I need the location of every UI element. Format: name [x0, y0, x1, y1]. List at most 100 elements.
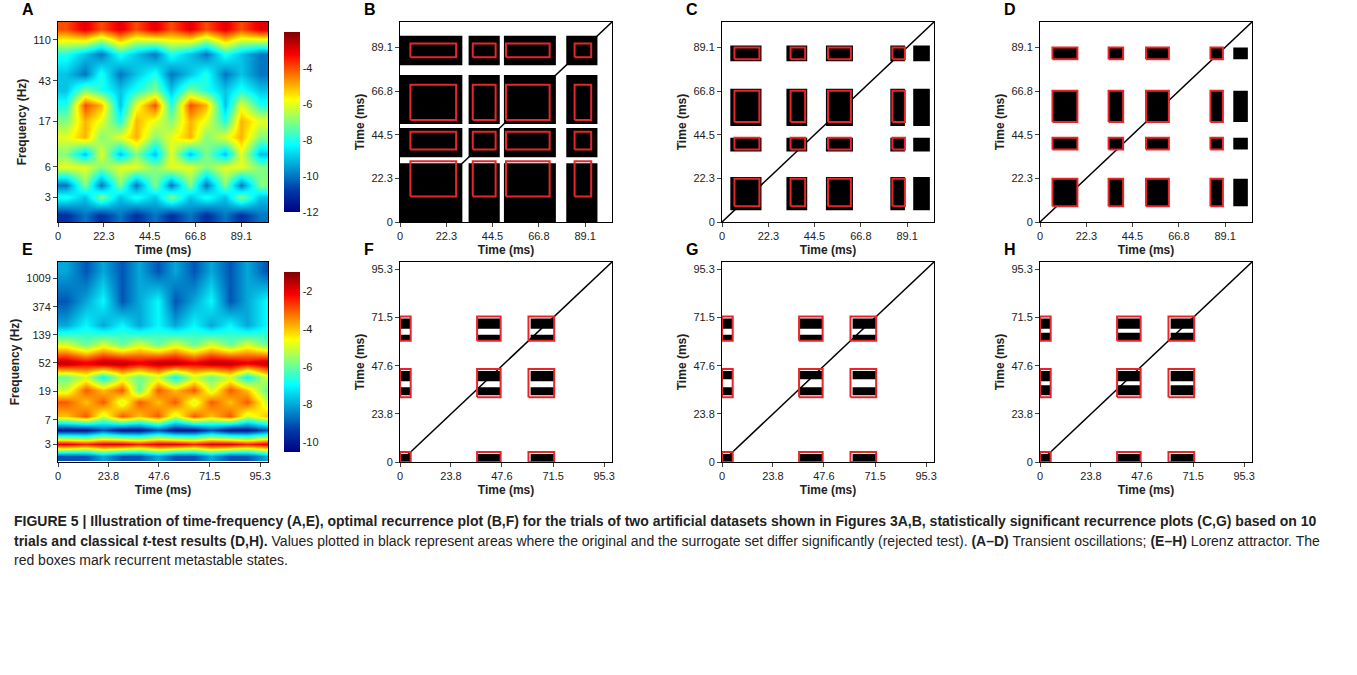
svg-text:89.1: 89.1	[1011, 41, 1032, 53]
svg-text:17: 17	[39, 115, 51, 127]
svg-text:22.3: 22.3	[371, 172, 392, 184]
svg-text:22.3: 22.3	[693, 172, 714, 184]
svg-text:52: 52	[39, 357, 51, 369]
svg-text:E: E	[22, 241, 33, 258]
svg-text:-12: -12	[303, 206, 319, 218]
svg-text:0: 0	[719, 230, 725, 242]
svg-text:71.5: 71.5	[542, 470, 563, 482]
svg-text:-8: -8	[303, 134, 313, 146]
svg-text:44.5: 44.5	[693, 129, 714, 141]
svg-text:0: 0	[1037, 470, 1043, 482]
svg-text:0: 0	[397, 470, 403, 482]
svg-text:95.3: 95.3	[1011, 263, 1032, 275]
svg-text:-10: -10	[303, 170, 319, 182]
svg-text:374: 374	[32, 301, 50, 313]
svg-text:23.8: 23.8	[98, 470, 119, 482]
svg-text:F: F	[364, 241, 374, 258]
svg-text:66.8: 66.8	[185, 230, 206, 242]
svg-text:23.8: 23.8	[1011, 408, 1032, 420]
svg-text:71.5: 71.5	[1182, 470, 1203, 482]
svg-text:95.3: 95.3	[249, 470, 270, 482]
svg-text:110: 110	[33, 34, 51, 46]
svg-text:89.1: 89.1	[231, 230, 252, 242]
svg-text:44.5: 44.5	[482, 230, 503, 242]
svg-text:44.5: 44.5	[1122, 230, 1143, 242]
svg-text:66.8: 66.8	[693, 85, 714, 97]
svg-text:44.5: 44.5	[139, 230, 160, 242]
svg-text:-10: -10	[303, 436, 319, 448]
svg-text:23.8: 23.8	[440, 470, 461, 482]
svg-text:Time (ms): Time (ms)	[353, 94, 367, 150]
svg-text:Time (ms): Time (ms)	[135, 483, 191, 497]
svg-text:47.6: 47.6	[813, 470, 834, 482]
svg-text:66.8: 66.8	[1011, 85, 1032, 97]
svg-text:95.3: 95.3	[915, 470, 936, 482]
svg-text:89.1: 89.1	[1214, 230, 1235, 242]
svg-text:0: 0	[1037, 230, 1043, 242]
svg-text:95.3: 95.3	[693, 263, 714, 275]
svg-text:23.8: 23.8	[693, 408, 714, 420]
svg-text:Frequency (Hz): Frequency (Hz)	[15, 79, 29, 166]
svg-text:Time (ms): Time (ms)	[800, 483, 856, 497]
svg-text:89.1: 89.1	[693, 41, 714, 53]
svg-text:22.3: 22.3	[93, 230, 114, 242]
svg-text:0: 0	[709, 456, 715, 468]
svg-text:D: D	[1004, 1, 1016, 18]
svg-text:-2: -2	[303, 285, 313, 297]
svg-text:Time (ms): Time (ms)	[993, 94, 1007, 150]
svg-text:95.3: 95.3	[371, 263, 392, 275]
svg-text:Time (ms): Time (ms)	[1118, 483, 1174, 497]
svg-text:0: 0	[55, 230, 61, 242]
svg-text:47.6: 47.6	[148, 470, 169, 482]
svg-text:7: 7	[45, 414, 51, 426]
svg-text:0: 0	[387, 216, 393, 228]
svg-text:89.1: 89.1	[896, 230, 917, 242]
svg-text:44.5: 44.5	[371, 129, 392, 141]
svg-text:-6: -6	[303, 361, 313, 373]
svg-text:Time (ms): Time (ms)	[993, 334, 1007, 390]
svg-text:Time (ms): Time (ms)	[800, 243, 856, 257]
svg-text:C: C	[686, 1, 698, 18]
svg-text:H: H	[1004, 241, 1016, 258]
svg-text:0: 0	[387, 456, 393, 468]
svg-text:1009: 1009	[26, 272, 50, 284]
svg-text:44.5: 44.5	[1011, 129, 1032, 141]
svg-text:71.5: 71.5	[864, 470, 885, 482]
svg-text:47.6: 47.6	[371, 360, 392, 372]
svg-text:44.5: 44.5	[804, 230, 825, 242]
svg-text:19: 19	[39, 385, 51, 397]
svg-text:Time (ms): Time (ms)	[1118, 243, 1174, 257]
svg-text:71.5: 71.5	[693, 311, 714, 323]
svg-text:-4: -4	[303, 62, 313, 74]
svg-text:23.8: 23.8	[1080, 470, 1101, 482]
svg-text:43: 43	[39, 75, 51, 87]
svg-text:95.3: 95.3	[1233, 470, 1254, 482]
svg-text:-4: -4	[303, 323, 313, 335]
svg-text:71.5: 71.5	[1011, 311, 1032, 323]
svg-text:139: 139	[32, 329, 50, 341]
svg-text:95.3: 95.3	[593, 470, 614, 482]
svg-text:3: 3	[45, 438, 51, 450]
svg-text:0: 0	[1027, 216, 1033, 228]
svg-text:47.6: 47.6	[491, 470, 512, 482]
svg-text:0: 0	[397, 230, 403, 242]
svg-text:23.8: 23.8	[762, 470, 783, 482]
svg-text:71.5: 71.5	[371, 311, 392, 323]
svg-text:Time (ms): Time (ms)	[675, 334, 689, 390]
svg-text:89.1: 89.1	[371, 41, 392, 53]
svg-text:23.8: 23.8	[371, 408, 392, 420]
svg-text:47.6: 47.6	[1131, 470, 1152, 482]
svg-text:A: A	[22, 1, 34, 18]
svg-text:6: 6	[45, 161, 51, 173]
svg-text:Time (ms): Time (ms)	[478, 243, 534, 257]
svg-text:3: 3	[45, 191, 51, 203]
svg-text:0: 0	[719, 470, 725, 482]
svg-text:71.5: 71.5	[199, 470, 220, 482]
svg-text:89.1: 89.1	[574, 230, 595, 242]
svg-text:-6: -6	[303, 98, 313, 110]
svg-text:-8: -8	[303, 398, 313, 410]
svg-text:22.3: 22.3	[1011, 172, 1032, 184]
svg-text:22.3: 22.3	[1076, 230, 1097, 242]
svg-text:66.8: 66.8	[850, 230, 871, 242]
svg-text:B: B	[364, 1, 376, 18]
